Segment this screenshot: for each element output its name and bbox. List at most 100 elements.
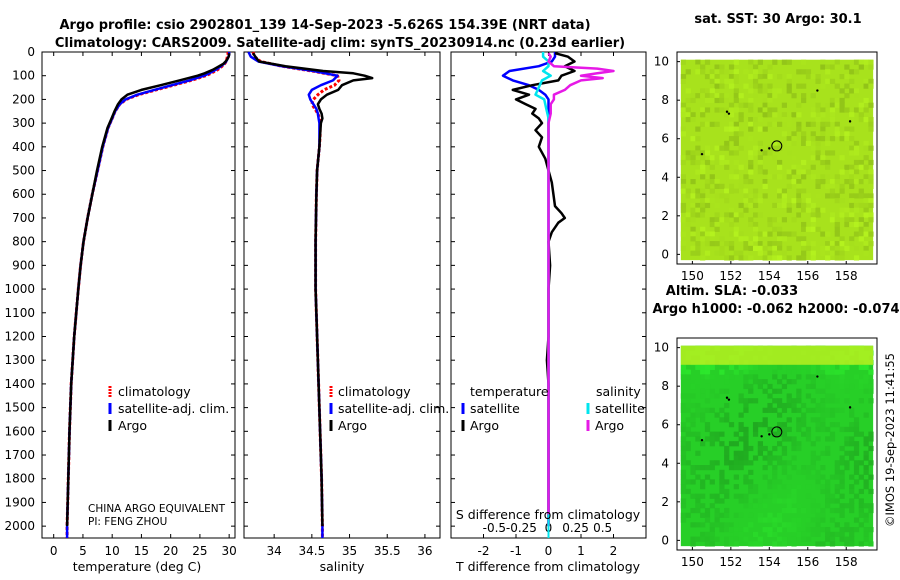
map-cell <box>728 136 735 142</box>
map-cell <box>786 417 792 423</box>
map-cell <box>777 441 783 447</box>
map-cell <box>772 255 778 261</box>
map-cell <box>849 69 855 75</box>
map-cell <box>820 131 826 137</box>
map-cell <box>700 188 706 194</box>
map-cell <box>801 159 807 166</box>
map-cell <box>810 450 816 456</box>
map-cell <box>829 193 836 199</box>
map-cell <box>810 460 816 466</box>
map-cell <box>719 488 725 495</box>
map-cell <box>772 88 778 94</box>
map-cell <box>714 193 720 199</box>
map-cell <box>801 431 807 437</box>
map-cell <box>829 498 836 504</box>
map-cell <box>839 503 845 509</box>
map-cell <box>743 241 749 247</box>
map-cell <box>801 402 807 409</box>
map-cell <box>844 426 850 433</box>
map-cell <box>752 379 759 385</box>
map-cell <box>820 245 826 252</box>
map-cell <box>690 212 696 218</box>
map-cell <box>820 527 826 533</box>
map-cell <box>834 83 840 89</box>
map-cell <box>724 388 730 394</box>
map-cell <box>801 236 807 242</box>
map-cell <box>791 364 797 370</box>
map-cell <box>685 155 691 161</box>
map-cell <box>853 150 860 156</box>
map-cell <box>757 140 763 147</box>
map-cell <box>801 422 807 428</box>
map-cell <box>834 488 840 495</box>
map-cell <box>743 207 749 213</box>
map-cell <box>825 69 831 75</box>
map-cell <box>858 231 864 237</box>
map-cell <box>844 131 850 137</box>
map-cell <box>796 255 802 261</box>
map-cell <box>853 417 860 423</box>
map-cell <box>685 217 691 223</box>
map-cell <box>704 422 711 428</box>
map-cell <box>844 241 850 247</box>
map-cell <box>810 131 816 137</box>
map-cell <box>714 69 720 75</box>
map-cell <box>858 226 864 232</box>
map-cell <box>685 479 691 485</box>
map-cell <box>786 507 792 514</box>
map-cell <box>777 231 783 237</box>
map-cell <box>810 145 816 151</box>
map-cell <box>700 107 706 113</box>
map-cell <box>858 541 864 547</box>
map-cell <box>695 498 701 504</box>
map-cell <box>815 388 821 394</box>
map-cell <box>733 74 739 80</box>
map-cell <box>805 465 812 471</box>
map-cell <box>767 426 773 433</box>
map-cell <box>743 431 749 437</box>
map-cell <box>752 116 759 123</box>
map-cell <box>704 517 711 523</box>
map-cell <box>820 450 826 456</box>
map-cell <box>748 198 754 204</box>
map-cell <box>690 402 696 409</box>
map-cell <box>748 460 754 466</box>
map-cell <box>680 469 687 475</box>
map-cell <box>815 155 821 161</box>
map-cell <box>849 136 855 142</box>
map-cell <box>762 169 768 175</box>
map-cell <box>743 402 749 409</box>
map-cell <box>704 107 711 113</box>
map-cell <box>820 64 826 70</box>
map-cell <box>772 479 778 485</box>
map-cell <box>752 83 759 89</box>
map-cell <box>810 255 816 261</box>
map-cell <box>791 455 797 461</box>
map-cell <box>810 226 816 232</box>
map-cell <box>858 202 864 209</box>
map-cell <box>680 112 687 118</box>
map-cell <box>829 541 836 547</box>
map-cell <box>709 441 715 447</box>
map-cell <box>738 131 744 137</box>
map-cell <box>704 150 711 156</box>
x-tick-label: 2 <box>610 544 618 558</box>
map-cell <box>834 221 840 228</box>
map-cell <box>834 465 840 471</box>
map-cell <box>839 155 845 161</box>
map-cell <box>791 140 797 147</box>
map-cell <box>704 398 711 404</box>
map-cell <box>680 436 687 442</box>
map-cell <box>695 364 701 370</box>
map-cell <box>690 250 696 256</box>
map-cell <box>834 179 840 185</box>
map-cell <box>796 126 802 132</box>
map-cell <box>772 174 778 180</box>
map-cell <box>777 498 783 504</box>
map-cell <box>728 250 735 256</box>
map-cell <box>700 417 706 423</box>
map-cell <box>757 126 763 132</box>
map-cell <box>791 488 797 495</box>
map-cell <box>738 398 744 404</box>
map-cell <box>743 450 749 456</box>
